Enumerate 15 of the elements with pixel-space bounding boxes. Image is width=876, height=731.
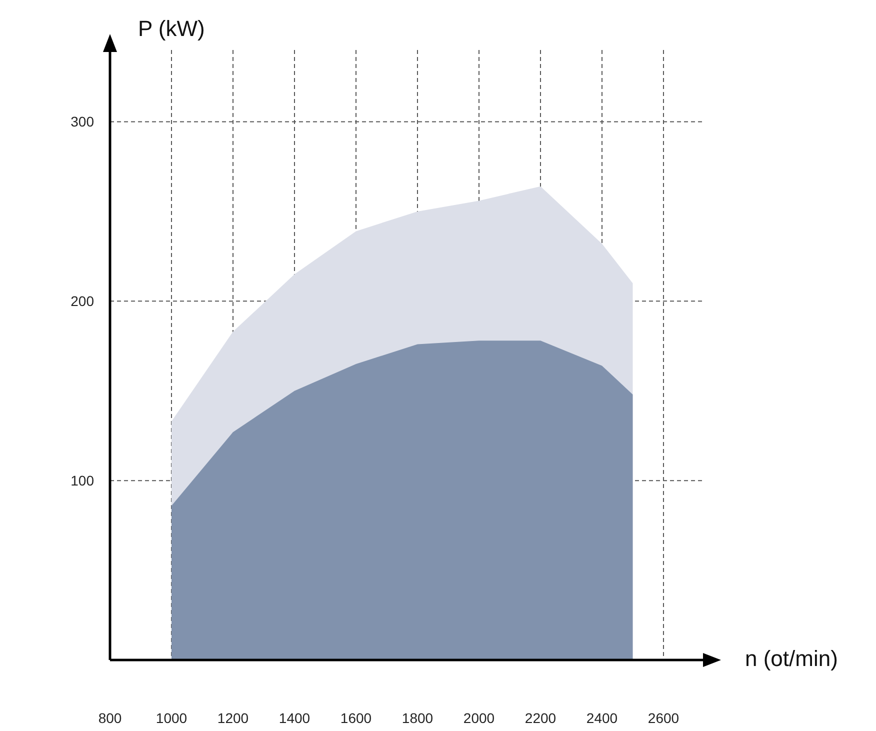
x-tick-label: 800: [98, 710, 122, 726]
x-axis-title: n (ot/min): [745, 646, 838, 672]
x-tick-label: 2400: [586, 710, 618, 726]
x-tick-label: 2000: [463, 710, 495, 726]
y-tick-label: 300: [70, 114, 94, 130]
x-tick-label: 1000: [156, 710, 188, 726]
y-axis-title: P (kW): [138, 16, 205, 42]
y-tick-label: 100: [70, 472, 94, 489]
x-tick-label: 1200: [217, 710, 249, 726]
x-tick-label: 1600: [340, 710, 372, 726]
x-tick-label: 2200: [524, 710, 556, 726]
x-tick-label: 1400: [278, 710, 310, 726]
y-tick-label: 200: [70, 293, 94, 310]
x-tick-label: 1800: [402, 710, 434, 726]
x-tick-label: 2600: [648, 710, 680, 726]
